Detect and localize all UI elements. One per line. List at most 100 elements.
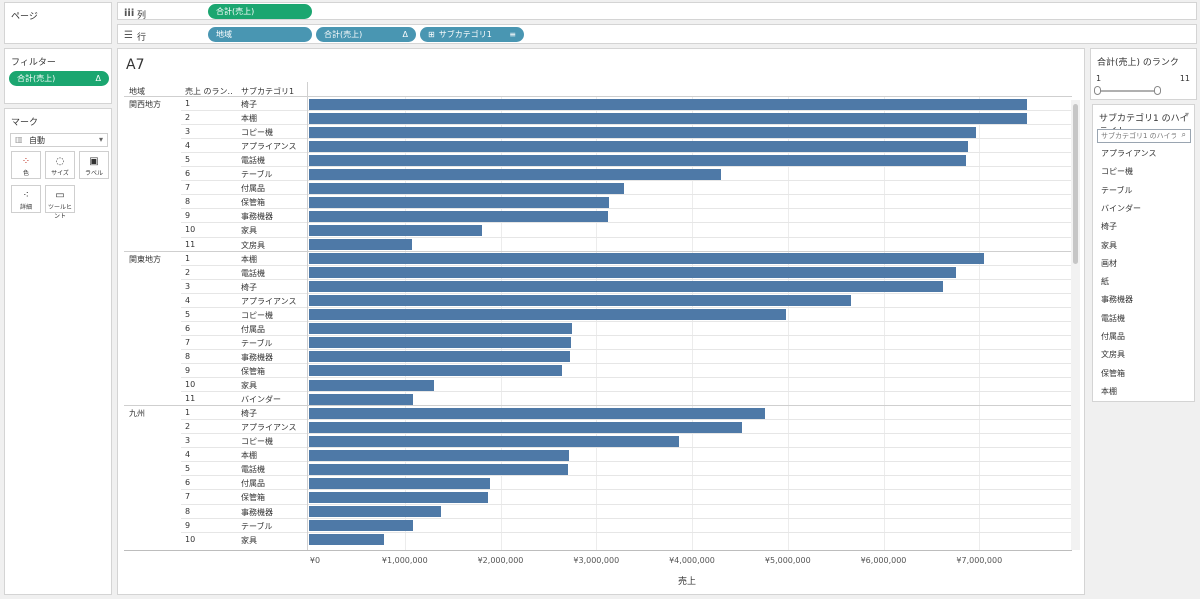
sort-descending-icon: ≡ <box>509 30 516 39</box>
subcategory-cell: 家具 <box>241 226 257 236</box>
bar-関東地方-バインダー[interactable] <box>309 393 414 405</box>
rank-cell: 4 <box>185 450 191 460</box>
bar-関東地方-家具[interactable] <box>309 379 435 391</box>
subcategory-cell: 保管箱 <box>241 198 265 208</box>
rows-pill-sales-rank[interactable]: 合計(売上) Δ <box>316 27 416 42</box>
highlighter-item[interactable]: アプライアンス <box>1101 149 1157 158</box>
highlighter-item[interactable]: 紙 <box>1101 277 1109 287</box>
highlighter-item[interactable]: 文房具 <box>1101 350 1125 360</box>
tooltip-button[interactable]: ▭ ツールヒント <box>45 185 75 220</box>
bar-関西地方-保管箱[interactable] <box>309 196 609 208</box>
highlighter-item[interactable]: テーブル <box>1101 185 1133 195</box>
pages-panel: ページ <box>4 2 112 44</box>
highlighter-item[interactable]: バインダー <box>1101 203 1141 213</box>
bar-九州-アプライアンス[interactable] <box>309 421 742 433</box>
detail-button[interactable]: ⁖ 詳細 <box>11 185 41 213</box>
subcategory-cell: 付属品 <box>241 184 265 194</box>
subcategory-cell: 本棚 <box>241 114 257 123</box>
bar-関西地方-付属品[interactable] <box>309 182 624 194</box>
highlighter-search-input[interactable] <box>1097 129 1191 143</box>
highlighter-item[interactable]: 電話機 <box>1101 313 1125 323</box>
label-button-label: ラベル <box>84 170 103 177</box>
subcategory-cell: 家具 <box>241 535 257 545</box>
bar-九州-事務機器[interactable] <box>309 506 442 517</box>
bar-関西地方-コピー機[interactable] <box>309 126 977 138</box>
bar-関東地方-アプライアンス[interactable] <box>309 295 851 307</box>
chevron-down-icon[interactable]: ▾ <box>1184 110 1189 119</box>
highlighter-item[interactable]: 事務機器 <box>1101 295 1133 305</box>
rows-pill-subcategory[interactable]: ⊞ サブカテゴリ1 ≡ <box>420 27 524 42</box>
highlighter-item[interactable]: コピー機 <box>1101 167 1133 177</box>
size-button[interactable]: ◌ サイズ <box>45 151 75 179</box>
rank-cell: 7 <box>185 337 191 347</box>
bar-関西地方-電話機[interactable] <box>309 154 966 166</box>
row-divider <box>181 531 1072 533</box>
marks-panel: マーク ▥ 自動 ▾ ⁘ 色 ◌ サイズ ▣ ラベル ⁖ 詳細 ▭ ツールヒント <box>4 108 112 595</box>
row-divider <box>181 489 1072 491</box>
gridline <box>404 96 406 550</box>
rank-slider-min-handle[interactable] <box>1094 86 1101 95</box>
mark-type-value: 自動 <box>29 136 45 145</box>
bar-九州-保管箱[interactable] <box>309 491 489 503</box>
columns-pill-sales[interactable]: 合計(売上) <box>208 4 312 19</box>
highlighter-item[interactable]: 付属品 <box>1101 332 1125 341</box>
bar-九州-テーブル[interactable] <box>309 520 414 531</box>
rank-cell: 2 <box>185 267 191 277</box>
color-button-label: 色 <box>22 170 29 177</box>
rank-cell: 11 <box>185 239 196 249</box>
bar-九州-椅子[interactable] <box>309 407 765 419</box>
bar-関西地方-アプライアンス[interactable] <box>309 140 968 152</box>
row-divider <box>181 180 1072 182</box>
rank-cell: 10 <box>185 225 196 235</box>
bar-九州-コピー機[interactable] <box>309 435 679 447</box>
bar-九州-付属品[interactable] <box>309 477 490 489</box>
row-divider <box>181 377 1072 378</box>
highlighter-item[interactable]: 画材 <box>1101 258 1117 268</box>
bar-関西地方-家具[interactable] <box>309 224 483 236</box>
rows-pill-region[interactable]: 地域 <box>208 27 312 42</box>
color-button[interactable]: ⁘ 色 <box>11 151 41 179</box>
bar-関東地方-本棚[interactable] <box>309 253 984 265</box>
row-divider <box>181 461 1072 463</box>
bar-関西地方-テーブル[interactable] <box>309 168 721 180</box>
bar-九州-家具[interactable] <box>309 534 384 545</box>
filter-pill-sales[interactable]: 合計(売上) Δ <box>9 71 109 86</box>
subcategory-cell: コピー機 <box>241 310 273 320</box>
highlighter-item[interactable]: 家具 <box>1101 240 1117 250</box>
row-divider <box>181 222 1072 224</box>
x-tick-label: ¥5,000,000 <box>764 556 811 565</box>
bar-関東地方-テーブル[interactable] <box>309 337 572 349</box>
bar-九州-本棚[interactable] <box>309 449 570 461</box>
bar-関西地方-椅子[interactable] <box>309 98 1028 110</box>
bar-関西地方-事務機器[interactable] <box>309 210 608 222</box>
rows-icon: ☰ <box>124 30 133 41</box>
bar-関東地方-コピー機[interactable] <box>309 309 786 321</box>
bar-関東地方-椅子[interactable] <box>309 281 943 293</box>
bar-関西地方-本棚[interactable] <box>309 112 1028 124</box>
vertical-scrollbar[interactable] <box>1071 100 1080 550</box>
bar-関西地方-文房具[interactable] <box>309 239 412 250</box>
label-button[interactable]: ▣ ラベル <box>79 151 109 179</box>
bar-関東地方-付属品[interactable] <box>309 323 573 335</box>
highlighter-item[interactable]: 本棚 <box>1101 386 1117 396</box>
highlighter-item[interactable]: 保管箱 <box>1101 368 1125 378</box>
rank-cell: 8 <box>185 197 191 207</box>
rank-cell: 10 <box>185 534 196 544</box>
row-divider <box>181 278 1072 280</box>
rank-max-label: 11 <box>1179 74 1190 83</box>
rank-slider-max-handle[interactable] <box>1154 86 1161 95</box>
search-icon: ⌕ <box>1181 130 1186 139</box>
subcategory-cell: 本棚 <box>241 254 257 264</box>
highlighter-item[interactable]: 椅子 <box>1101 222 1117 232</box>
header-subcategory: サブカテゴリ1 <box>241 87 295 96</box>
scrollbar-thumb[interactable] <box>1073 104 1078 264</box>
bar-九州-電話機[interactable] <box>309 463 568 475</box>
subcategory-cell: テーブル <box>241 170 273 180</box>
mark-type-select[interactable]: ▥ 自動 ▾ <box>10 133 108 147</box>
rows-pill-subcategory-label: サブカテゴリ1 <box>438 30 492 39</box>
row-divider <box>181 152 1072 154</box>
rank-slider-track[interactable] <box>1097 90 1157 92</box>
bar-関東地方-事務機器[interactable] <box>309 351 571 363</box>
bar-関東地方-保管箱[interactable] <box>309 365 562 377</box>
bar-関東地方-電話機[interactable] <box>309 267 957 279</box>
